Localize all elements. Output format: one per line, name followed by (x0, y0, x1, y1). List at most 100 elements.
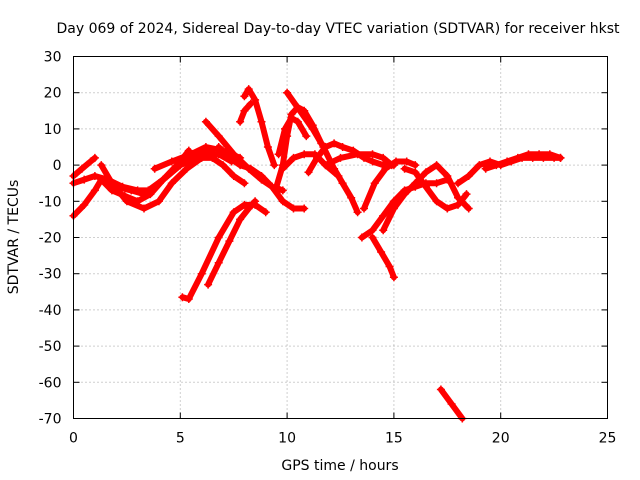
data-point (201, 117, 210, 126)
series-line (113, 154, 248, 198)
series-track-10 (214, 143, 309, 213)
x-tick-label: 5 (176, 431, 185, 447)
data-point (535, 150, 544, 159)
series-line (273, 104, 325, 190)
data-point (80, 175, 89, 184)
y-tick-label: -70 (39, 412, 62, 428)
y-tick-label: 10 (44, 122, 62, 138)
series-line (305, 140, 397, 176)
data-point (330, 139, 339, 148)
y-tick-label: 30 (44, 50, 62, 66)
series-line (284, 89, 361, 216)
data-point (464, 204, 473, 213)
y-tick-label: -30 (39, 267, 62, 283)
data-point (400, 190, 409, 199)
series-line (322, 151, 395, 169)
grid-lines (73, 56, 608, 419)
data-point (421, 168, 430, 177)
data-point (240, 106, 249, 115)
data-point (432, 161, 441, 170)
data-point (411, 161, 420, 170)
data-point (281, 124, 289, 133)
data-point (379, 226, 388, 235)
data-point (421, 182, 430, 191)
y-tick-label: -40 (39, 303, 62, 319)
data-point (251, 197, 260, 206)
data-point (411, 179, 420, 188)
data-point (368, 233, 377, 242)
tick-labels: 0 5 10 15 20 25 30 20 10 0 -10 -20 -30 -40 -50 -60 -70 (39, 50, 617, 447)
data-point (432, 179, 441, 188)
series-track-26 (481, 150, 565, 173)
series-track-23 (400, 164, 471, 213)
series-line (369, 234, 397, 281)
data-point (338, 179, 347, 188)
data-point (167, 179, 176, 188)
axis-ticks (73, 56, 608, 419)
data-point (127, 186, 136, 195)
data-point (302, 132, 311, 141)
data-point (513, 153, 522, 162)
data-point (336, 153, 345, 162)
data-point (370, 179, 379, 188)
data-point (187, 150, 195, 159)
data-point (338, 143, 347, 151)
data-point (240, 179, 249, 188)
data-point (204, 280, 213, 289)
data-point (379, 211, 388, 220)
data-point (244, 85, 253, 94)
data-point (246, 164, 255, 173)
data-point (556, 153, 565, 162)
data-point (308, 121, 317, 130)
data-point (80, 200, 89, 209)
data-point (229, 150, 238, 159)
data-point (353, 208, 362, 217)
data-point (503, 157, 512, 166)
data-point (236, 161, 245, 170)
data-point (379, 153, 388, 162)
data-point (304, 168, 313, 177)
data-point (176, 161, 185, 170)
data-point (90, 153, 99, 162)
data-point (392, 157, 400, 166)
data-point (201, 143, 210, 151)
data-point (464, 172, 473, 180)
data-point (214, 233, 223, 242)
data-point (454, 200, 462, 209)
data-point (140, 190, 148, 199)
data-point (475, 161, 484, 170)
data-point (524, 150, 533, 159)
series-track-24 (436, 385, 467, 423)
data-point (462, 190, 471, 199)
data-point (381, 164, 390, 173)
data-point (402, 157, 411, 166)
y-tick-label: -50 (39, 339, 62, 355)
data-point (246, 99, 255, 108)
data-point (208, 153, 217, 162)
data-point (283, 88, 292, 97)
plot-frame (73, 56, 608, 419)
data-point (287, 114, 296, 122)
y-tick-label: -10 (39, 194, 62, 210)
data-point (251, 95, 260, 104)
data-point (229, 172, 238, 180)
data-point (321, 161, 330, 170)
data-point (154, 179, 163, 188)
data-point (240, 200, 249, 209)
data-point (270, 161, 279, 170)
data-point (443, 172, 452, 180)
x-tick-label: 15 (385, 431, 403, 447)
x-axis-label: GPS time / hours (281, 458, 398, 474)
data-point (368, 157, 377, 166)
data-point (321, 143, 330, 151)
data-point (274, 150, 283, 159)
data-point (272, 182, 281, 191)
data-point (214, 143, 223, 151)
series-track-21 (368, 233, 398, 282)
data-point (436, 385, 445, 394)
series-track-20 (360, 157, 420, 213)
data-point (313, 153, 321, 162)
data-point (214, 132, 223, 141)
data-point (300, 106, 309, 115)
